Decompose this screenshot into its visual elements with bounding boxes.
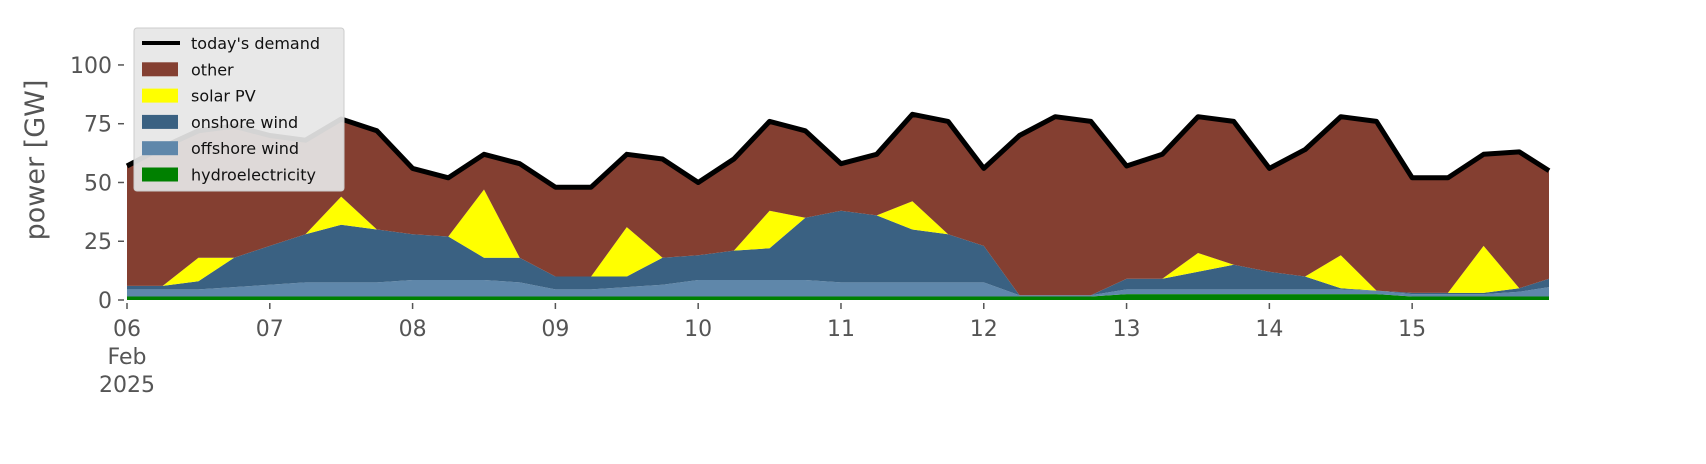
legend-label: today's demand [191,34,320,53]
area [127,294,1549,300]
x-tick-label: 06 Feb 2025 [99,317,155,398]
y-tick-label: 25 [84,230,112,255]
area [127,114,1549,296]
y-tick-label: 100 [70,54,112,79]
legend-label: solar PV [191,87,256,106]
legend-box [133,27,345,192]
legend-label: hydroelectricity [191,166,316,185]
legend-label: offshore wind [191,139,299,158]
x-tick-label: 10 [684,317,712,342]
legend: today's demand other solar PV onshore wind o… [133,27,345,192]
x-tick-label: 08 [399,317,427,342]
line [125,111,1551,190]
legend-swatch [142,62,178,77]
y-tick-label: 0 [98,289,112,314]
x-tick-label: 14 [1255,317,1283,342]
legend-label: onshore wind [191,113,298,132]
x-tick-label: 12 [970,317,998,342]
area [127,280,1549,297]
x-tick-label: 07 [256,317,284,342]
legend-swatch [142,141,178,156]
legend-label: other [191,60,234,79]
legend-swatch [142,114,178,129]
area [127,189,1549,296]
area [127,210,1549,296]
x-tick-label: 15 [1398,317,1426,342]
y-tick-label: 50 [84,171,112,196]
x-tick-label: 09 [541,317,569,342]
y-axis-label: power [GW] [20,80,51,241]
legend-swatch [142,167,178,182]
x-tick-label: 13 [1113,317,1141,342]
x-tick-label: 11 [827,317,855,342]
y-tick-label: 75 [84,113,112,138]
legend-swatch [142,88,178,103]
